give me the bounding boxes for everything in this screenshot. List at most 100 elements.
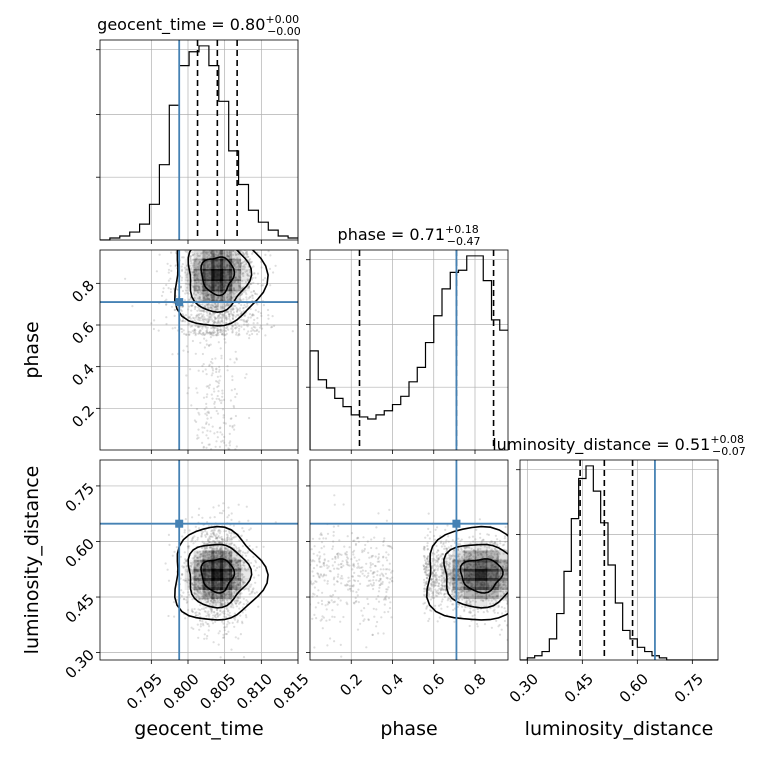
sample-point [351,575,354,578]
sample-point [198,332,201,335]
sample-point [440,579,443,583]
sample-point [216,304,219,308]
sample-point [231,314,235,317]
sample-point [486,582,490,585]
sample-point [174,251,178,254]
sample-point [207,294,210,297]
sample-point [377,557,380,560]
sample-point [422,547,425,550]
sample-point [366,584,369,588]
sample-point [221,306,224,309]
sample-point [439,587,442,590]
sample-point [203,591,206,594]
sample-point [372,607,375,610]
sample-point [352,553,355,556]
sample-point [225,444,228,447]
sample-point [192,273,196,276]
sample-point [223,280,226,284]
sample-point [228,315,231,318]
sample-point [220,320,223,323]
sample-point [216,254,219,257]
sample-point [220,291,223,294]
sample-point [313,560,316,563]
density-cell [193,289,206,302]
sample-point [205,414,208,417]
sample-point [433,582,436,585]
sample-point [212,330,215,333]
sample-point [445,539,448,542]
sample-point [186,286,189,289]
sample-point [361,551,364,554]
sample-point [235,333,238,336]
sample-point [216,537,219,540]
sample-point [438,578,441,582]
sample-point [479,547,482,551]
sample-point [205,562,209,565]
sample-point [165,316,168,319]
sample-point [388,581,391,584]
hist-panel-phase: phase = 0.71+0.18 −0.47 [306,223,509,454]
sample-point [228,424,232,427]
sample-point [439,589,442,592]
sample-point [203,316,206,319]
sample-point [205,563,208,566]
sample-point [201,315,204,318]
sample-point [311,583,314,586]
sample-point [356,566,359,569]
sample-point [204,554,207,558]
y-tick-label: 0.75 [62,479,98,515]
sample-point [232,259,236,263]
sample-point [213,556,216,559]
sample-point [382,555,385,558]
sample-point [227,609,230,612]
sample-point [192,271,195,274]
sample-point [435,556,438,559]
sample-point [492,556,495,559]
sample-point [226,580,229,583]
sample-point [201,285,204,288]
sample-point [499,590,502,593]
sample-point [198,507,201,510]
sample-point [189,257,192,260]
sample-point [441,584,444,587]
sample-point [233,264,236,267]
sample-point [210,600,213,603]
sample-point [233,289,236,292]
sample-point [237,334,240,337]
sample-point [196,289,199,292]
sample-point [312,567,316,570]
sample-point [210,374,213,377]
sample-point [322,616,325,619]
sample-point [219,598,222,601]
sample-point [439,588,442,591]
sample-point [369,579,372,582]
sample-point [204,546,207,550]
sample-point [441,581,444,584]
sample-point [241,251,244,254]
sample-point [456,570,460,573]
sample-point [462,589,465,593]
sample-point [185,333,188,336]
sample-point [481,599,484,602]
density-cell [238,258,250,271]
sample-point [441,568,444,571]
sample-point [262,304,265,307]
density-cell [229,559,242,572]
sample-point [240,574,243,577]
sample-point [243,588,246,591]
sample-point [440,540,443,543]
sample-point [326,532,330,535]
sample-point [215,250,218,254]
sample-point [342,564,345,567]
sample-point [216,385,219,389]
sample-point [191,610,194,613]
sample-point [459,591,462,594]
sample-point [356,536,359,539]
sample-point [211,549,214,552]
sample-point [441,564,444,568]
sample-point [201,584,204,587]
sample-point [230,312,233,315]
sample-point [185,579,188,582]
sample-point [211,529,214,532]
sample-point [180,594,183,597]
